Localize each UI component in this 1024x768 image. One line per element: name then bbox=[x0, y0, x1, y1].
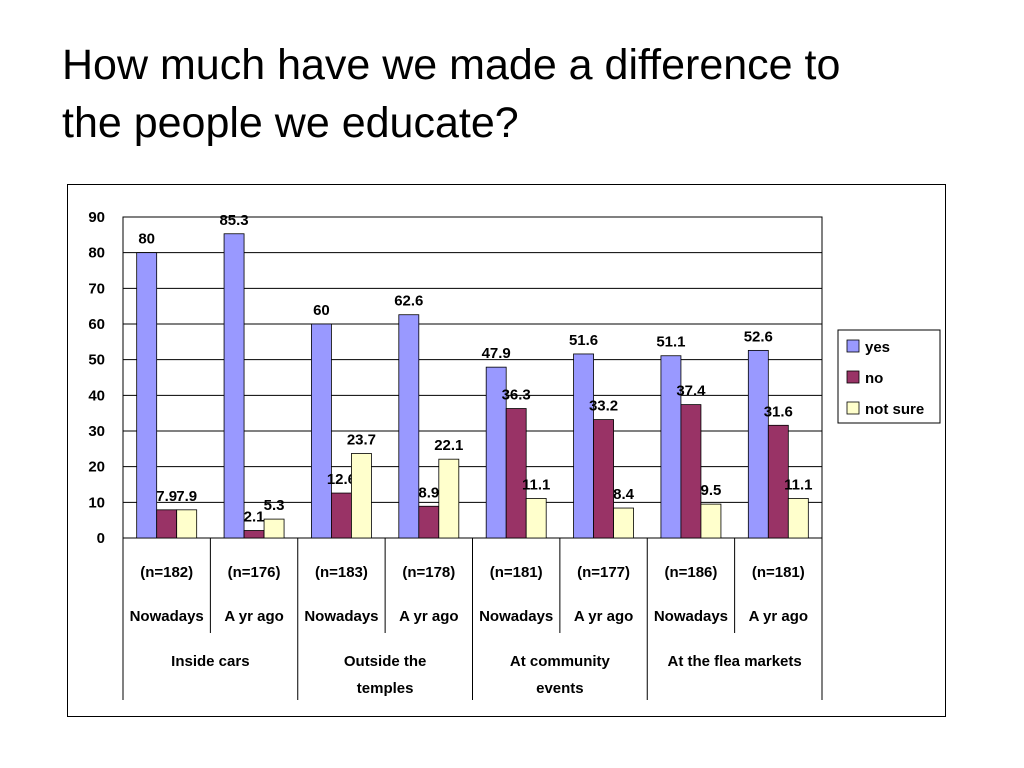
data-label-not-sure: 9.5 bbox=[701, 482, 722, 499]
legend-label-yes: yes bbox=[865, 339, 890, 356]
x-group-label: temples bbox=[357, 680, 414, 697]
bar-no-1 bbox=[156, 509, 178, 539]
legend-swatch-no bbox=[846, 370, 860, 384]
y-tick-label: 40 bbox=[88, 387, 105, 404]
bar-yes-1 bbox=[136, 252, 158, 539]
x-sample-label: (n=176) bbox=[228, 564, 281, 581]
x-group-label: At the flea markets bbox=[668, 653, 802, 670]
x-period-label: A yr ago bbox=[574, 608, 633, 625]
data-label-no: 2.1 bbox=[244, 509, 265, 526]
data-label-no: 33.2 bbox=[589, 398, 618, 415]
bar-not-sure-8 bbox=[787, 498, 809, 539]
x-period-label: A yr ago bbox=[749, 608, 808, 625]
bar-no-6 bbox=[593, 419, 614, 539]
x-sample-label: (n=177) bbox=[577, 564, 630, 581]
bar-yes-8 bbox=[747, 349, 769, 539]
x-sample-label: (n=183) bbox=[315, 564, 368, 581]
y-tick-label: 60 bbox=[88, 316, 105, 333]
data-label-no: 8.9 bbox=[418, 484, 439, 501]
data-label-yes: 51.6 bbox=[569, 332, 598, 349]
data-label-not-sure: 23.7 bbox=[347, 431, 376, 448]
y-tick-label: 0 bbox=[97, 530, 105, 547]
x-period-label: Nowadays bbox=[654, 608, 728, 625]
bar-no-8 bbox=[767, 424, 789, 539]
y-tick-label: 80 bbox=[88, 245, 105, 262]
bar-not-sure-6 bbox=[613, 507, 634, 539]
data-label-not-sure: 7.9 bbox=[176, 488, 197, 505]
legend-label-not-sure: not sure bbox=[865, 401, 924, 418]
legend-label-no: no bbox=[865, 370, 883, 387]
bar-not-sure-5 bbox=[525, 498, 547, 539]
data-label-no: 31.6 bbox=[764, 403, 793, 420]
x-group-label: events bbox=[536, 680, 584, 697]
x-sample-label: (n=182) bbox=[140, 564, 193, 581]
bar-not-sure-7 bbox=[700, 503, 722, 539]
x-sample-label: (n=181) bbox=[752, 564, 805, 581]
bar-no-7 bbox=[680, 404, 702, 539]
slide-title: How much have we made a difference to th… bbox=[62, 36, 962, 152]
data-label-yes: 47.9 bbox=[482, 345, 511, 362]
bar-no-3 bbox=[331, 492, 352, 539]
y-tick-label: 90 bbox=[88, 209, 105, 226]
data-label-yes: 62.6 bbox=[394, 293, 423, 310]
x-sample-label: (n=181) bbox=[490, 564, 543, 581]
bar-yes-2 bbox=[223, 233, 245, 539]
x-group-label: At community bbox=[510, 653, 611, 670]
bar-not-sure-2 bbox=[263, 518, 285, 539]
bar-no-2 bbox=[243, 530, 265, 539]
bar-not-sure-3 bbox=[351, 453, 372, 539]
bar-yes-3 bbox=[311, 323, 332, 539]
chart-frame: 0 10 20 30 40 50 60 70 80 90 80 7.9 7.9 85.3 2.1 5.3 60 1… bbox=[67, 184, 946, 717]
x-period-label: A yr ago bbox=[224, 608, 283, 625]
x-group-label: Outside the bbox=[344, 653, 427, 670]
legend-swatch-yes bbox=[846, 339, 860, 353]
bar-yes-6 bbox=[573, 353, 594, 539]
data-label-not-sure: 11.1 bbox=[784, 476, 812, 493]
data-label-no: 7.9 bbox=[156, 488, 177, 505]
x-sample-label: (n=186) bbox=[664, 564, 717, 581]
bar-not-sure-4 bbox=[438, 458, 460, 539]
y-tick-label: 20 bbox=[88, 459, 105, 476]
legend-swatch-not-sure bbox=[846, 401, 860, 415]
y-tick-label: 70 bbox=[88, 280, 105, 297]
data-label-not-sure: 8.4 bbox=[613, 486, 635, 503]
x-group-label: Inside cars bbox=[171, 653, 249, 670]
data-label-not-sure: 11.1 bbox=[522, 476, 550, 493]
y-tick-label: 30 bbox=[88, 423, 105, 440]
data-label-no: 36.3 bbox=[502, 387, 531, 404]
data-label-no: 12.6 bbox=[327, 471, 356, 488]
x-sample-label: (n=178) bbox=[402, 564, 455, 581]
slide-title-line-2: the people we educate? bbox=[62, 99, 519, 147]
data-label-yes: 52.6 bbox=[744, 328, 773, 345]
bar-not-sure-1 bbox=[176, 509, 198, 539]
data-label-yes: 80 bbox=[138, 231, 155, 248]
slide-title-line-1: How much have we made a difference to bbox=[62, 41, 841, 89]
data-label-yes: 60 bbox=[313, 302, 330, 319]
bar-no-4 bbox=[418, 505, 440, 539]
data-label-yes: 51.1 bbox=[656, 334, 685, 351]
x-period-label: Nowadays bbox=[304, 608, 378, 625]
y-tick-label: 10 bbox=[88, 494, 105, 511]
x-period-label: Nowadays bbox=[479, 608, 553, 625]
bar-no-5 bbox=[505, 408, 527, 539]
data-label-yes: 85.3 bbox=[219, 212, 248, 229]
bar-chart: 0 10 20 30 40 50 60 70 80 90 80 7.9 7.9 85.3 2.15.3 60 1… bbox=[88, 209, 941, 700]
data-label-not-sure: 5.3 bbox=[264, 497, 285, 514]
x-period-label: Nowadays bbox=[130, 608, 204, 625]
data-label-no: 37.4 bbox=[676, 383, 706, 400]
y-tick-label: 50 bbox=[88, 352, 105, 369]
data-label-not-sure: 22.1 bbox=[434, 437, 463, 454]
x-period-label: A yr ago bbox=[399, 608, 458, 625]
bar-yes-4 bbox=[398, 314, 420, 539]
